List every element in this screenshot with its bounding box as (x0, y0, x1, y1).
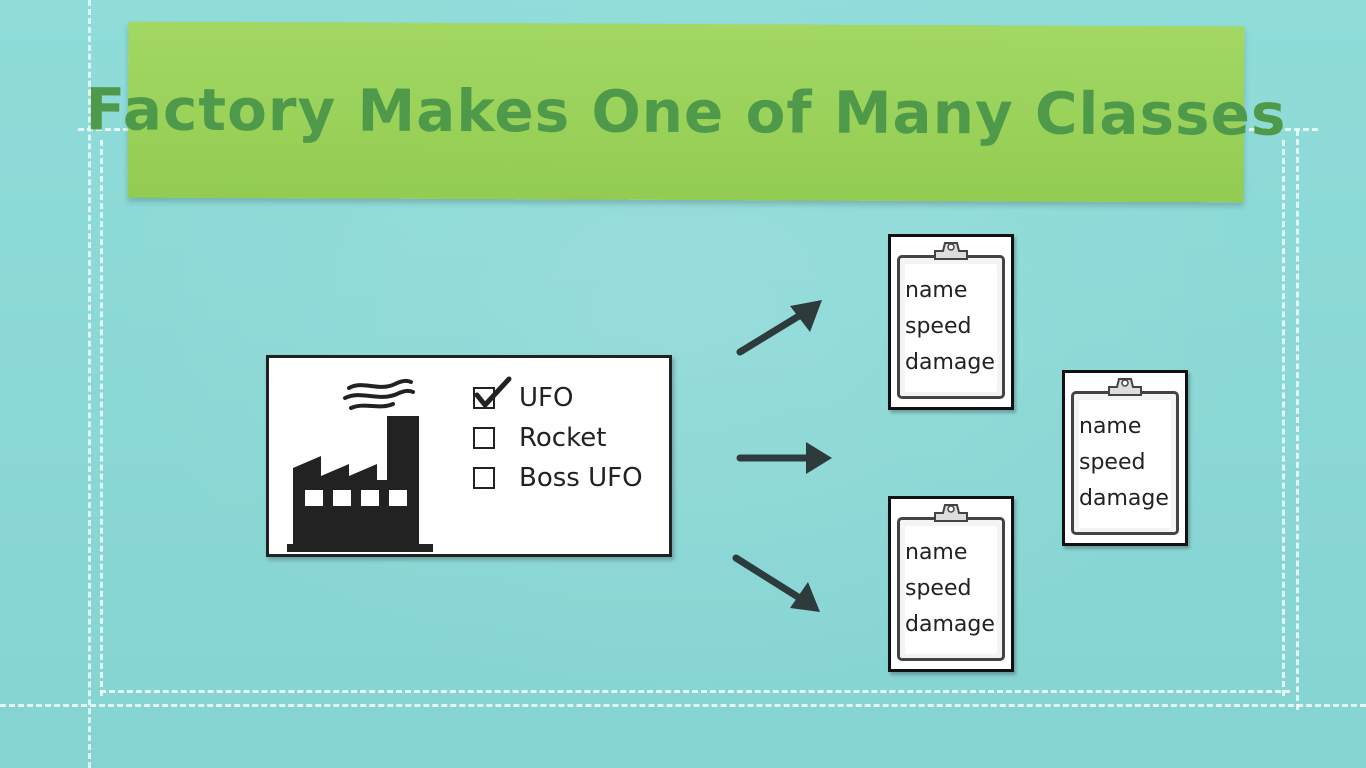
arrow-icon (736, 442, 832, 474)
field-damage: damage (905, 350, 995, 375)
clipboard-icon (934, 504, 968, 522)
checkbox-rocket (473, 427, 495, 449)
class-options: UFO Rocket Boss UFO (473, 376, 643, 498)
field-speed: speed (905, 314, 972, 339)
field-speed: speed (1079, 450, 1146, 475)
arrow-icon (736, 300, 822, 356)
factory-panel: UFO Rocket Boss UFO (266, 355, 672, 557)
stitch-left-inner (100, 140, 103, 696)
stitch-left (88, 0, 91, 768)
title-banner: Factory Makes One of Many Classes (85, 21, 1287, 203)
option-label: Rocket (519, 423, 607, 453)
field-name: name (905, 278, 968, 303)
page-title: Factory Makes One of Many Classes (85, 75, 1287, 149)
stitch-right (1296, 130, 1299, 710)
arrow-icon (732, 554, 820, 612)
field-speed: speed (905, 576, 972, 601)
checkbox-ufo (473, 376, 512, 409)
field-name: name (1079, 414, 1142, 439)
checkmark-icon (474, 376, 512, 408)
arrows (732, 300, 832, 612)
field-name: name (905, 540, 968, 565)
option-rocket: Rocket (473, 418, 643, 458)
clipboard-icon (934, 242, 968, 260)
stitch-bottom (0, 704, 1366, 707)
option-ufo: UFO (473, 376, 643, 418)
clipboard-bottom: name speed damage (888, 496, 1014, 672)
field-damage: damage (1079, 486, 1169, 511)
factory-icon (287, 378, 433, 552)
clipboard-top: name speed damage (888, 234, 1014, 410)
checkbox-boss-ufo (473, 467, 495, 489)
option-boss-ufo: Boss UFO (473, 458, 643, 498)
clipboard-icon (1108, 378, 1142, 396)
stitch-bottom-inner (100, 690, 1290, 693)
clipboard-right: name speed damage (1062, 370, 1188, 546)
option-label: Boss UFO (519, 463, 643, 493)
option-label: UFO (519, 383, 574, 413)
stitch-right-outer (1282, 140, 1285, 696)
field-damage: damage (905, 612, 995, 637)
